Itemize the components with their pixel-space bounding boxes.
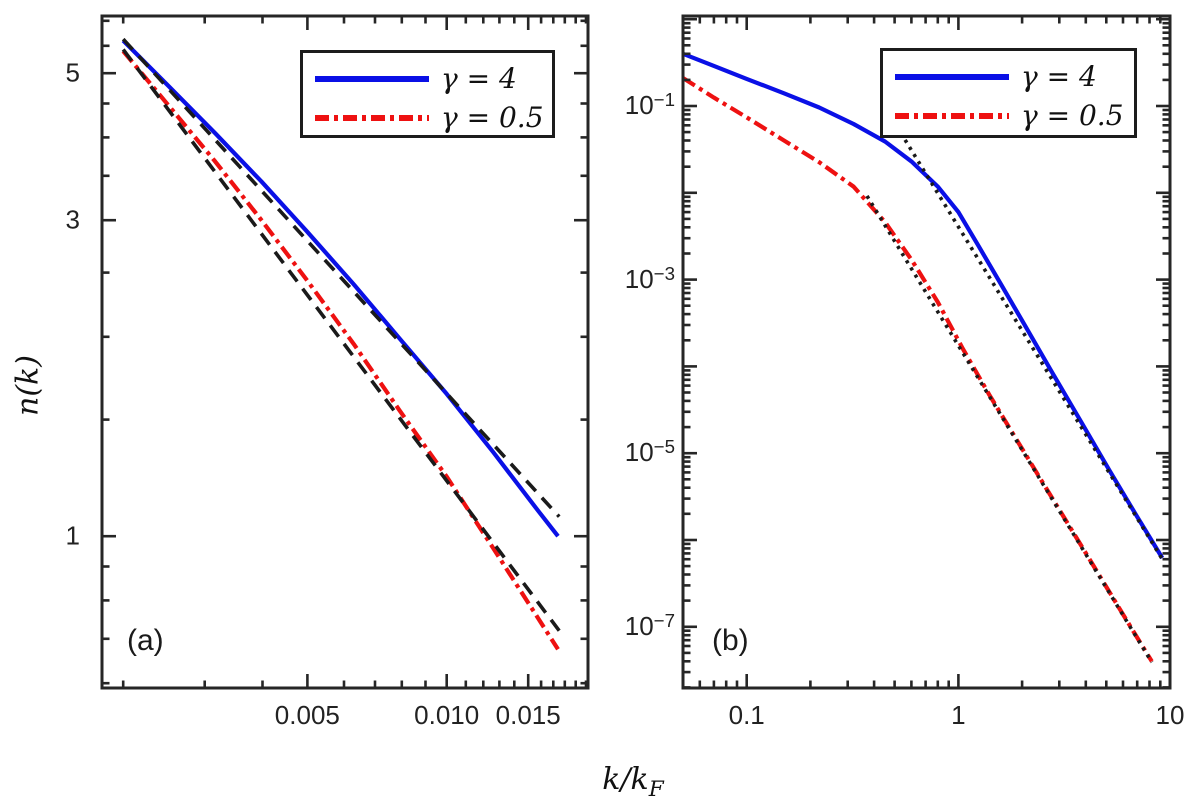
panel-a-annotation: (a)	[127, 624, 164, 657]
legend-label-gamma-4: γ = 4	[441, 62, 517, 95]
series-power-law-fit-gamma-4-panel-a	[121, 37, 561, 518]
y-tick-label-panel-b: 10−7	[624, 610, 675, 641]
y-tick-label-panel-a: 3	[65, 204, 80, 235]
axes-frame-panel-b	[681, 14, 1172, 690]
axes-frame-panel-a	[100, 14, 590, 690]
y-tick-label-panel-a: 5	[65, 57, 80, 88]
y-tick-label-panel-b: 10−5	[624, 436, 675, 467]
legend-line-dashdot-red	[895, 112, 1009, 119]
y-tick-label-panel-b: 10−1	[624, 89, 675, 120]
legend-label-gamma-05: γ = 0.5	[441, 101, 544, 134]
legend-panel-b: γ = 4 γ = 0.5	[880, 48, 1137, 138]
x-tick-label-panel-a: 0.005	[274, 700, 340, 730]
x-axis-label: k/kF	[563, 762, 703, 802]
y-tick-label-panel-b: 10−3	[624, 262, 675, 294]
legend-line-solid-blue	[895, 73, 1009, 80]
series-gamma-0.5-panel-b	[683, 76, 1154, 663]
legend-label-gamma-4: γ = 4	[1021, 60, 1097, 93]
series-gamma-0.5-panel-a	[121, 49, 560, 651]
legend-label-gamma-05: γ = 0.5	[1021, 99, 1124, 132]
series-gamma-4-panel-a	[121, 39, 560, 538]
panel-b-annotation: (b)	[712, 624, 749, 657]
y-tick-label-panel-a: 1	[65, 520, 80, 551]
x-tick-label-panel-b: 1	[951, 700, 966, 730]
legend-panel-a: γ = 4 γ = 0.5	[300, 50, 555, 138]
series-k4-tail-asymptote-gamma-0.5-panel-b	[865, 194, 1154, 664]
series-power-law-fit-gamma-0.5-panel-a	[121, 48, 561, 632]
legend-line-solid-blue	[315, 75, 429, 82]
legend-entry-gamma-05: γ = 0.5	[313, 98, 552, 137]
legend-entry-gamma-4: γ = 4	[313, 59, 552, 98]
series-k4-tail-asymptote-gamma-4-panel-b	[903, 138, 1164, 561]
x-tick-label-panel-a: 0.010	[414, 700, 480, 730]
x-axis-label-subscript: F	[648, 777, 664, 802]
x-axis-label-main: k/k	[602, 762, 649, 797]
legend-entry-gamma-4: γ = 4	[893, 57, 1134, 96]
y-axis-label: n(k)	[10, 355, 46, 416]
legend-line-dashdot-red	[315, 114, 429, 121]
x-tick-label-panel-a: 0.015	[495, 700, 561, 730]
x-tick-label-panel-b: 10	[1155, 700, 1185, 730]
x-tick-label-panel-b: 0.1	[728, 700, 765, 730]
legend-entry-gamma-05: γ = 0.5	[893, 96, 1134, 135]
series-gamma-4-panel-b	[683, 51, 1165, 560]
